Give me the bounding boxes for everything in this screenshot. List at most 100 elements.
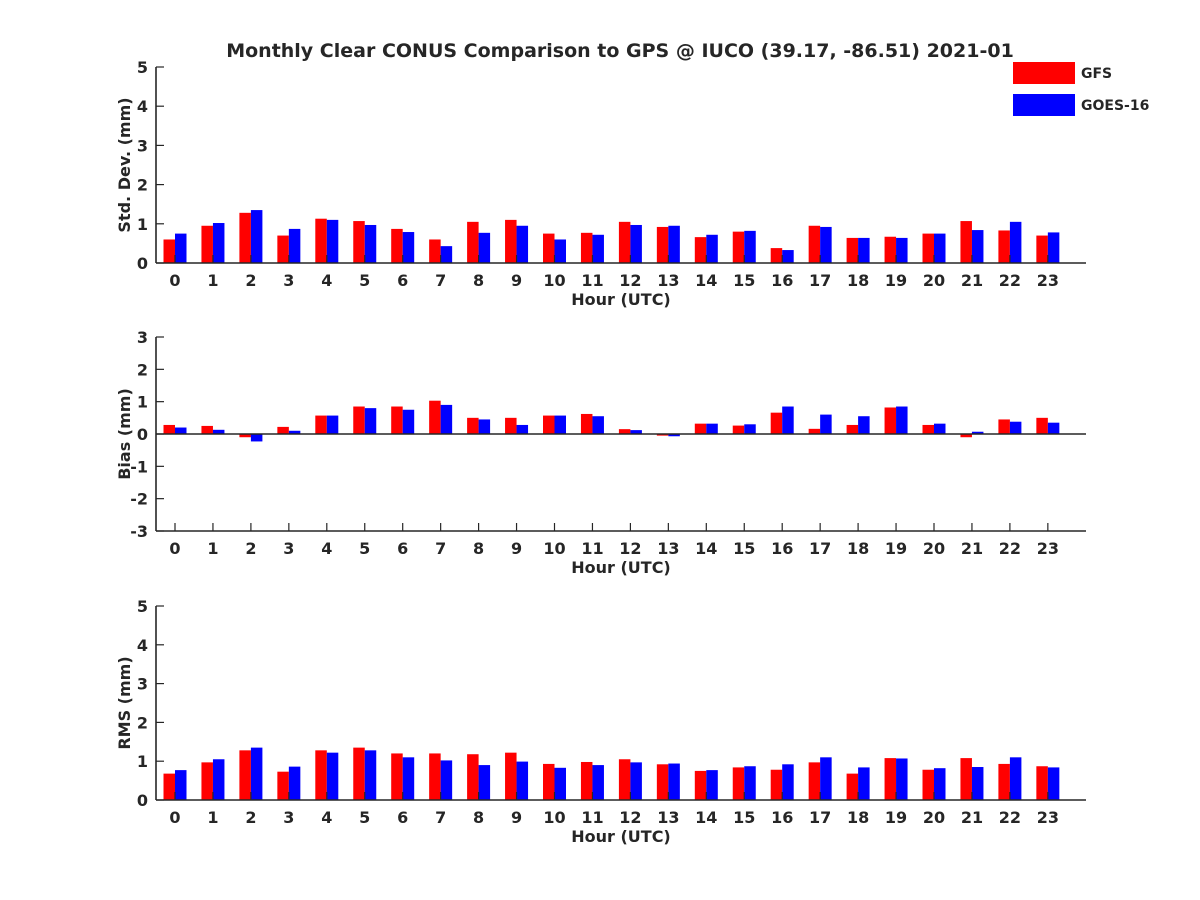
bias-x-tick-label: 22 [999, 539, 1021, 558]
std-dev-x-tick-label: 10 [543, 271, 565, 290]
std-dev-x-tick-label: 16 [771, 271, 793, 290]
rms-x-tick-label: 19 [885, 808, 907, 827]
std-dev-bar-goes-16-hour-11 [592, 234, 604, 263]
rms-y-tick-label: 2 [137, 713, 148, 732]
bias-bar-gfs-hour-13 [656, 434, 669, 436]
rms-bar-gfs-hour-1 [201, 762, 213, 800]
bias-bar-goes-16-hour-21 [971, 431, 984, 434]
bias-bar-goes-16-hour-0 [175, 427, 187, 434]
bias-bar-gfs-hour-1 [201, 425, 213, 434]
std-dev-x-tick-label: 2 [245, 271, 256, 290]
bias-bar-gfs-hour-12 [618, 429, 631, 434]
rms-bar-gfs-hour-18 [846, 773, 859, 800]
std-dev-x-tick-label: 11 [581, 271, 603, 290]
std-dev-bar-goes-16-hour-3 [288, 228, 301, 263]
bias-bar-gfs-hour-18 [846, 424, 859, 434]
std-dev-y-tick-label: 1 [137, 215, 148, 234]
bias-bar-gfs-hour-3 [277, 426, 289, 434]
legend: GFS GOES-16 [1013, 62, 1149, 116]
bias-bar-gfs-hour-8 [467, 417, 479, 434]
std-dev-x-tick-label: 14 [695, 271, 717, 290]
rms-bar-goes-16-hour-4 [326, 752, 339, 800]
std-dev-bar-goes-16-hour-19 [896, 237, 908, 263]
bias-bar-goes-16-hour-8 [478, 419, 491, 434]
std-dev-bar-gfs-hour-7 [429, 239, 441, 263]
std-dev-x-tick-label: 3 [283, 271, 294, 290]
bias-bar-gfs-hour-15 [732, 425, 745, 434]
rms-bar-gfs-hour-21 [960, 758, 972, 800]
rms-bar-goes-16-hour-10 [554, 767, 566, 800]
rms-bar-goes-16-hour-14 [706, 770, 718, 800]
std-dev-x-tick-label: 8 [473, 271, 484, 290]
bias-bar-goes-16-hour-10 [554, 415, 566, 434]
legend-swatch-goes-16 [1013, 94, 1075, 116]
std-dev-y-tick-label: 5 [137, 58, 148, 77]
rms-bar-goes-16-hour-9 [516, 761, 529, 800]
std-dev-bar-goes-16-hour-14 [706, 234, 718, 263]
bias-x-tick-label: 9 [511, 539, 522, 558]
bias-y-tick-label: 2 [137, 360, 148, 379]
std-dev-bar-gfs-hour-0 [163, 239, 175, 263]
bias-x-tick-label: 1 [207, 539, 218, 558]
std-dev-bar-gfs-hour-5 [353, 221, 365, 263]
rms-x-tick-label: 18 [847, 808, 869, 827]
rms-bar-goes-16-hour-12 [630, 762, 642, 800]
rms-x-tick-label: 10 [543, 808, 565, 827]
std-dev-bar-goes-16-hour-7 [440, 246, 453, 263]
std-dev-x-tick-label: 6 [397, 271, 408, 290]
bias-bar-goes-16-hour-18 [858, 416, 870, 434]
std-dev-bar-gfs-hour-21 [960, 221, 972, 263]
bias-bar-gfs-hour-10 [543, 415, 555, 434]
std-dev-bar-goes-16-hour-13 [668, 225, 680, 263]
rms-x-tick-label: 14 [695, 808, 717, 827]
rms-bar-gfs-hour-5 [353, 747, 365, 800]
std-dev-x-tick-label: 5 [359, 271, 370, 290]
std-dev-bar-goes-16-hour-15 [744, 230, 756, 263]
bias-bar-goes-16-hour-17 [820, 414, 832, 434]
rms-x-tick-label: 9 [511, 808, 522, 827]
std-dev-bar-gfs-hour-2 [239, 212, 251, 263]
bias-bar-goes-16-hour-13 [668, 434, 680, 437]
std-dev-bar-gfs-hour-19 [884, 236, 897, 263]
std-dev-x-tick-label: 22 [999, 271, 1021, 290]
rms-x-tick-label: 7 [435, 808, 446, 827]
std-dev-bar-gfs-hour-23 [1036, 235, 1048, 263]
std-dev-bar-goes-16-hour-10 [554, 239, 566, 263]
rms-bar-goes-16-hour-15 [744, 766, 756, 800]
bias-x-tick-label: 10 [543, 539, 565, 558]
std-dev-x-tick-label: 15 [733, 271, 755, 290]
rms-x-tick-label: 2 [245, 808, 256, 827]
bias-x-tick-label: 5 [359, 539, 370, 558]
rms-y-tick-label: 5 [137, 597, 148, 616]
std-dev-bar-gfs-hour-4 [315, 218, 327, 263]
bias-bar-goes-16-hour-4 [326, 415, 339, 434]
bias-x-axis-label: Hour (UTC) [571, 558, 671, 577]
rms-x-tick-label: 8 [473, 808, 484, 827]
std-dev-bar-gfs-hour-20 [922, 233, 934, 263]
rms-bar-gfs-hour-0 [163, 773, 175, 800]
rms-x-tick-label: 5 [359, 808, 370, 827]
std-dev-bar-gfs-hour-16 [770, 248, 783, 263]
rms-bar-gfs-hour-17 [808, 762, 821, 800]
bias-y-tick-label: 3 [137, 328, 148, 347]
rms-y-tick-label: 3 [137, 675, 148, 694]
bias-x-tick-label: 3 [283, 539, 294, 558]
bias-bar-gfs-hour-11 [580, 413, 593, 434]
rms-y-tick-label: 1 [137, 752, 148, 771]
bias-x-tick-label: 20 [923, 539, 945, 558]
bias-bar-goes-16-hour-1 [212, 429, 225, 434]
bias-bar-goes-16-hour-20 [934, 423, 946, 434]
std-dev-bar-goes-16-hour-23 [1047, 232, 1060, 263]
bias-bar-goes-16-hour-2 [250, 434, 263, 442]
rms-bar-gfs-hour-16 [770, 769, 783, 800]
bias-bar-gfs-hour-6 [391, 406, 403, 434]
rms-bar-gfs-hour-9 [505, 752, 517, 800]
rms-x-tick-label: 6 [397, 808, 408, 827]
std-dev-bar-goes-16-hour-2 [250, 210, 263, 263]
std-dev-bar-gfs-hour-8 [467, 221, 479, 263]
bias-bar-goes-16-hour-6 [402, 409, 415, 434]
rms-bar-gfs-hour-4 [315, 750, 327, 800]
rms-x-tick-label: 16 [771, 808, 793, 827]
